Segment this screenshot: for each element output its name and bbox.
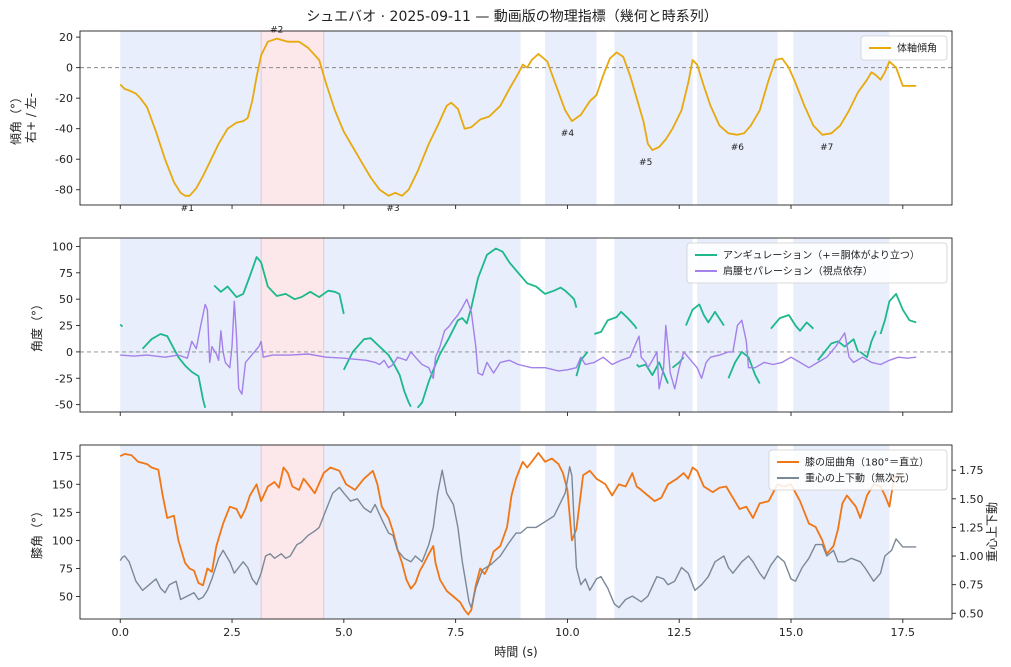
y-tick-label: 100 [52, 240, 73, 253]
x-tick-label: 12.5 [667, 626, 692, 639]
x-axis-label: 時間 (s) [494, 645, 537, 659]
y-axis-label: 膝角（°） [30, 505, 44, 559]
y-tick-label: 175 [52, 450, 73, 463]
phase-region-red [260, 30, 325, 206]
legend-entry: 体軸傾角 [897, 42, 937, 55]
x-tick-label: 7.5 [447, 626, 465, 639]
extremum-marker-label: #1 [181, 204, 194, 214]
y-tick-label-right: 1.75 [959, 464, 984, 477]
y-tick-label: 150 [52, 478, 73, 491]
extremum-marker-label: #4 [561, 129, 575, 139]
phase-region-blue [614, 445, 693, 619]
x-tick-label: 10.0 [555, 626, 580, 639]
extremum-marker-label: #3 [386, 204, 399, 214]
series-segment-0 [119, 323, 124, 328]
y-tick-label: -60 [55, 153, 73, 166]
series-segment-0 [859, 330, 877, 359]
phase-region-blue [120, 238, 262, 412]
chart-title: シュエバオ · 2025-09-11 — 動画版の物理指標（幾何と時系列） [306, 9, 718, 25]
y-tick-label: -20 [55, 92, 73, 105]
series-segment-0 [594, 310, 638, 335]
panel-knee: 175 150 125 100 75 50 1.75 1.50 1.25 1.00 0.75 0.50… [30, 444, 999, 639]
y-tick-label-right: 1.25 [959, 521, 984, 534]
phase-region-blue [697, 445, 778, 619]
series-segment-0 [685, 303, 725, 326]
y-tick-label-right: 1.50 [959, 493, 984, 506]
y-tick-label-right: 0.50 [959, 607, 984, 620]
phase-region-blue [697, 31, 778, 205]
series-segment-0 [727, 351, 761, 384]
legend-entry: 膝の屈曲角（180°＝直立） [805, 456, 929, 469]
phase-region-blue [323, 31, 521, 205]
panel-angles: 100 75 50 25 0 -25 -50 角度（°） アンギュレーション（+＝胴体がより立つ… [29, 237, 953, 416]
phase-region-blue [614, 31, 693, 205]
extremum-marker-label: #7 [820, 143, 833, 153]
series-segment-0 [575, 351, 589, 377]
series-segment-0 [342, 337, 412, 408]
legend-entry: 肩腰セパレーション（視点依存） [723, 265, 873, 278]
extremum-marker-label: #5 [639, 158, 652, 168]
y-tick-label: -40 [55, 123, 73, 136]
series-segment-0 [879, 293, 917, 335]
phase-region-blue [120, 445, 262, 619]
y-tick-label: 20 [59, 31, 73, 44]
phase-region-blue [120, 31, 262, 205]
series-segment-0 [416, 247, 578, 409]
y-axis-label: 角度（°） [29, 298, 44, 352]
series-segment-0 [636, 361, 669, 384]
legend-entry: アンギュレーション（+＝胴体がより立つ） [723, 249, 920, 262]
legend: 膝の屈曲角（180°＝直立） 重心の上下動（無次元） [768, 449, 948, 491]
y-tick-label: -50 [55, 399, 73, 412]
phase-region-blue [614, 238, 693, 412]
x-tick-label: 0.0 [111, 626, 129, 639]
y-tick-label: 25 [59, 320, 73, 333]
legend-box [686, 242, 948, 284]
y-tick-label: 0 [66, 346, 73, 359]
y-tick-label: -25 [55, 372, 73, 385]
legend: アンギュレーション（+＝胴体がより立つ） 肩腰セパレーション（視点依存） [686, 242, 948, 284]
axes-frame [79, 444, 953, 620]
y-axis-label-right: 重心上下動 [985, 502, 999, 562]
y-tick-label: 50 [59, 591, 73, 604]
axes-frame [79, 30, 953, 206]
x-tick-label: 5.0 [335, 626, 353, 639]
series-segment-0 [141, 333, 207, 409]
y-axis-label: 傾角（°） [9, 91, 23, 145]
y-tick-label: 75 [59, 562, 73, 575]
y-tick-label-right: 1.00 [959, 550, 984, 563]
phase-region-red [260, 237, 325, 413]
y-tick-label: 50 [59, 293, 73, 306]
extremum-marker-label: #6 [731, 143, 745, 153]
series-segment-0 [817, 338, 859, 361]
y-tick-label: -80 [55, 184, 73, 197]
x-tick-label: 15.0 [779, 626, 804, 639]
series-line-0 [119, 452, 902, 616]
y-tick-label: 0 [66, 62, 73, 75]
y-tick-label: 75 [59, 267, 73, 280]
legend-box [860, 35, 948, 61]
y-tick-label-right: 0.75 [959, 579, 984, 592]
series-segment-0 [213, 256, 345, 315]
y-tick-label: 100 [52, 534, 73, 547]
legend-box [768, 449, 948, 491]
series-line-1 [120, 298, 917, 395]
x-tick-label: 17.5 [891, 626, 916, 639]
series-segment-0 [770, 314, 815, 332]
phase-region-blue [323, 238, 521, 412]
x-tick-label: 2.5 [223, 626, 241, 639]
phase-region-blue [545, 238, 597, 412]
series-line-1 [119, 466, 917, 609]
series-line-0 [119, 37, 917, 197]
legend: 体軸傾角 [860, 35, 948, 61]
axes-frame [79, 237, 953, 413]
phase-region-blue [323, 445, 521, 619]
legend-entry: 重心の上下動（無次元） [805, 472, 915, 485]
y-tick-label: 125 [52, 506, 73, 519]
y-axis-label: 右+ / 左- [23, 93, 38, 143]
